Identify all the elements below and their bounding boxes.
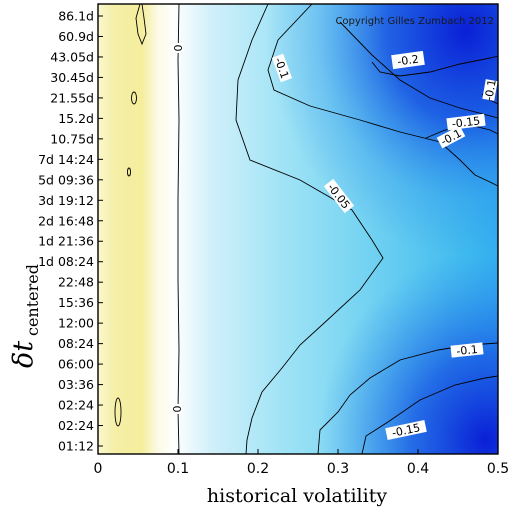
- y-axis-label: δt centered: [8, 264, 42, 368]
- plot-area: 0 0 -0.05 -0.1 -0.1 -0.1: [98, 4, 499, 454]
- x-tick-label: 0.2: [247, 461, 269, 477]
- y-tick-label: 5d 09:36: [38, 172, 94, 187]
- y-axis-label-subscript: centered: [23, 264, 42, 336]
- plot-frame: [97, 3, 499, 455]
- x-tick-label: 0.3: [327, 461, 349, 477]
- y-axis-label-main: δt: [8, 341, 39, 368]
- y-tick-label: 02:24: [58, 418, 94, 433]
- y-tick-label: 60.9d: [58, 29, 94, 44]
- contour-label-minus-0.15-bottom: -0.15: [385, 419, 427, 441]
- contour-label-text: -0.2: [397, 53, 420, 69]
- y-tick-label: 15:36: [58, 295, 94, 310]
- contour-label-text: -0.1: [482, 78, 499, 101]
- contour-island-small-2: [127, 167, 131, 177]
- y-tick-label: 1d 08:24: [38, 254, 94, 269]
- contour-label-minus-0.1-right: -0.1: [482, 78, 499, 101]
- y-tick-label: 01:12: [58, 439, 94, 454]
- y-axis: 01:12 02:24 02:24 03:36 06:00 08:24 12:00 15:36…: [38, 9, 103, 454]
- contour-label-text: -0.15: [391, 421, 422, 440]
- y-tick-label: 86.1d: [58, 9, 94, 24]
- y-tick-label: 2d 16:48: [38, 213, 94, 228]
- y-tick-label: 21.55d: [50, 90, 94, 105]
- contour-line-zero: [177, 4, 180, 454]
- contour-label-text: -0.1: [456, 343, 479, 358]
- y-tick-label: 10.75d: [50, 131, 94, 146]
- contour-island-small-1: [131, 91, 137, 105]
- contour-label-text: 0: [172, 45, 185, 52]
- x-tick-label: 0: [94, 461, 103, 477]
- y-tick-label: 02:24: [58, 398, 94, 413]
- contour-line-minus-0.15-top: [339, 21, 498, 119]
- contour-label-zero-bottom: 0: [171, 404, 184, 414]
- y-tick-label: 30.45d: [50, 70, 94, 85]
- x-tick-label: 0.4: [407, 461, 429, 477]
- x-axis: 0 0.1 0.2 0.3 0.4 0.5: [94, 449, 509, 477]
- x-axis-label: historical volatility: [207, 485, 387, 507]
- contour-label-text: -0.15: [451, 114, 481, 130]
- y-tick-label: 43.05d: [50, 49, 94, 64]
- x-tick-label: 0.5: [487, 461, 509, 477]
- contour-island-top: [135, 4, 147, 46]
- y-tick-label: 12:00: [58, 316, 94, 331]
- y-tick-label: 15.2d: [58, 111, 94, 126]
- y-tick-label: 03:36: [58, 377, 94, 392]
- y-tick-label: 3d 19:12: [38, 193, 94, 208]
- contour-line-minus-0.15-bottom: [361, 375, 498, 454]
- contour-label-zero-top: 0: [172, 43, 185, 53]
- copyright-annotation: Copyright Gilles Zumbach 2012: [335, 16, 494, 27]
- contour-island-bottom: [114, 397, 122, 427]
- y-tick-label: 06:00: [58, 357, 94, 372]
- contour-line-minus-0.2: [371, 55, 498, 77]
- contour-label-minus-0.1-bottom: -0.1: [450, 342, 484, 358]
- contour-labels: 0 0 -0.05 -0.1 -0.1 -0.1: [171, 43, 499, 441]
- contour-label-text: 0: [171, 406, 184, 413]
- y-tick-label: 1d 21:36: [38, 234, 94, 249]
- contour-label-minus-0.2: -0.2: [391, 50, 425, 70]
- contour-line-minus-0.05: [235, 4, 384, 454]
- y-tick-label: 7d 14:24: [38, 152, 94, 167]
- y-tick-label: 22:48: [58, 275, 94, 290]
- contour-line-minus-0.1-top: [267, 4, 498, 187]
- heatmap-blue-bottom: [98, 4, 498, 454]
- y-tick-label: 08:24: [58, 336, 94, 351]
- contour-label-minus-0.15-top: -0.15: [446, 113, 486, 131]
- x-tick-label: 0.1: [167, 461, 189, 477]
